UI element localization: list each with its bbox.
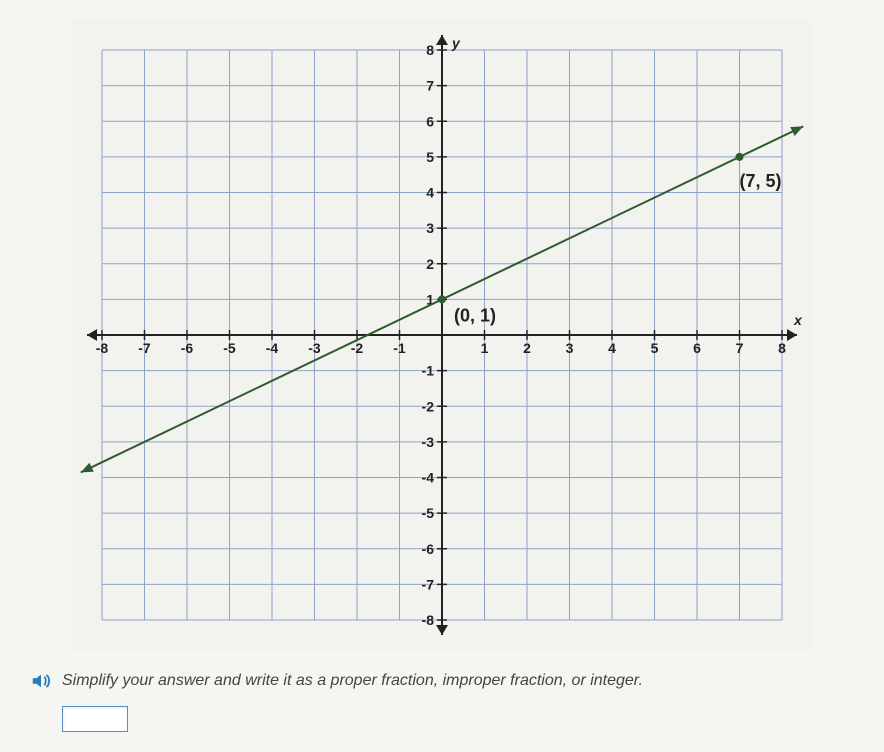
instruction-text: Simplify your answer and write it as a p… — [62, 672, 643, 690]
svg-text:-3: -3 — [308, 340, 321, 356]
svg-text:7: 7 — [426, 78, 434, 94]
svg-text:y: y — [451, 35, 461, 51]
svg-text:4: 4 — [426, 185, 434, 201]
answer-input[interactable] — [62, 706, 128, 732]
svg-text:-5: -5 — [422, 505, 435, 521]
svg-text:7: 7 — [736, 340, 744, 356]
svg-text:2: 2 — [426, 256, 434, 272]
svg-text:-7: -7 — [422, 576, 435, 592]
svg-text:-8: -8 — [96, 340, 109, 356]
svg-text:6: 6 — [426, 113, 434, 129]
svg-text:x: x — [793, 312, 803, 328]
svg-text:-4: -4 — [422, 470, 435, 486]
svg-text:3: 3 — [566, 340, 574, 356]
svg-text:-6: -6 — [422, 541, 435, 557]
svg-text:-1: -1 — [393, 340, 406, 356]
speaker-icon[interactable] — [30, 670, 52, 692]
svg-text:-1: -1 — [422, 363, 435, 379]
svg-text:6: 6 — [693, 340, 701, 356]
svg-text:(7, 5): (7, 5) — [740, 171, 782, 191]
svg-text:3: 3 — [426, 220, 434, 236]
svg-text:5: 5 — [426, 149, 434, 165]
svg-text:-6: -6 — [181, 340, 194, 356]
svg-text:-3: -3 — [422, 434, 435, 450]
svg-text:(0, 1): (0, 1) — [454, 305, 496, 325]
svg-text:4: 4 — [608, 340, 616, 356]
svg-text:-8: -8 — [422, 612, 435, 628]
chart-svg: -8-7-6-5-4-3-2-112345678-8-7-6-5-4-3-2-1… — [72, 20, 812, 650]
svg-text:-7: -7 — [138, 340, 151, 356]
svg-text:1: 1 — [481, 340, 489, 356]
svg-text:8: 8 — [778, 340, 786, 356]
svg-text:-5: -5 — [223, 340, 236, 356]
instruction-row: Simplify your answer and write it as a p… — [30, 670, 864, 692]
svg-text:5: 5 — [651, 340, 659, 356]
svg-text:-2: -2 — [422, 398, 435, 414]
svg-text:-4: -4 — [266, 340, 279, 356]
svg-text:2: 2 — [523, 340, 531, 356]
coordinate-chart: -8-7-6-5-4-3-2-112345678-8-7-6-5-4-3-2-1… — [72, 20, 812, 650]
svg-text:8: 8 — [426, 42, 434, 58]
